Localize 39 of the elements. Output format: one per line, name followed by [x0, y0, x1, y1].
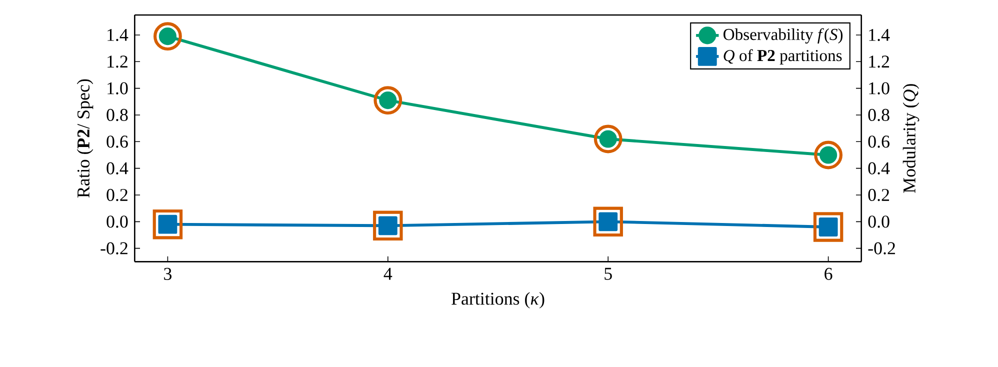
y-tick-label: 0.0 [106, 216, 128, 228]
point [818, 218, 838, 236]
point [152, 209, 183, 240]
y2-tick-label: 0.6 [868, 136, 890, 148]
x-axis-title: Partitions (κ) [452, 292, 544, 308]
point [153, 22, 182, 51]
x-tick-label: 4 [384, 268, 392, 280]
y-tick-label: 1.2 [108, 56, 128, 68]
point [378, 216, 398, 236]
y2-tick-label: 0.2 [868, 188, 890, 202]
point [814, 140, 843, 170]
y2-tick-label: 1.2 [869, 56, 890, 68]
point [593, 206, 623, 237]
y2-tick-label: 1.0 [869, 82, 890, 94]
y-tick-label: 1.4 [108, 28, 128, 42]
y-axis-title: Ratio (P2/ Spec) [76, 79, 94, 198]
point [373, 210, 403, 241]
point [598, 212, 618, 232]
y2-tick-label: 0.4 [868, 162, 890, 174]
x-tick-label: 5 [604, 268, 612, 280]
y2-tick-label: -0.2 [868, 242, 895, 254]
x-tick-label: 3 [164, 268, 172, 280]
y2-axis-title: Modularity (Q) [902, 84, 920, 193]
y-tick-label: 0.4 [106, 162, 128, 174]
point [158, 214, 178, 234]
point [374, 86, 402, 115]
y-tick-label: 0.6 [106, 136, 128, 148]
y2-tick-label: 1.4 [869, 28, 890, 42]
y-tick-label: 0.8 [106, 108, 128, 122]
legend-label: Observability f(S) [724, 28, 843, 44]
y-tick-label: 0.2 [106, 188, 128, 202]
legend-label: Q of P2 partitions [724, 49, 842, 65]
y-tick-label: 1.0 [108, 82, 128, 94]
x-tick-label: 6 [824, 268, 832, 280]
point [594, 124, 622, 154]
point [813, 212, 844, 242]
y-tick-label: -0.2 [100, 242, 128, 254]
y2-tick-label: 0.0 [868, 216, 890, 228]
y2-tick-label: 0.8 [868, 108, 890, 122]
